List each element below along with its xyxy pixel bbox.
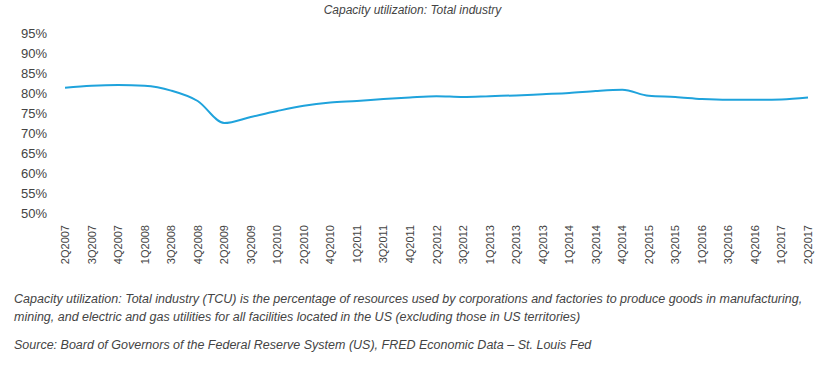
svg-text:2Q2015: 2Q2015 — [643, 225, 655, 264]
svg-text:2Q2010: 2Q2010 — [298, 225, 310, 264]
svg-text:55%: 55% — [21, 186, 47, 201]
html-text:Capacity utilization: Total in: Capacity utilization: Total industry (TC… — [14, 292, 803, 324]
svg-text:4Q2007: 4Q2007 — [112, 225, 124, 264]
svg-text:1Q2017: 1Q2017 — [775, 225, 787, 264]
svg-text:2Q2017: 2Q2017 — [802, 225, 814, 264]
svg-text:3Q2009: 3Q2009 — [245, 225, 257, 264]
svg-text:65%: 65% — [21, 146, 47, 161]
svg-text:2Q2013: 2Q2013 — [510, 225, 522, 264]
html-text:Source: Board of Governors of: Source: Board of Governors of the Federa… — [14, 338, 592, 352]
svg-text:4Q2014: 4Q2014 — [616, 225, 628, 264]
svg-text:75%: 75% — [21, 106, 47, 121]
svg-text:2Q2007: 2Q2007 — [59, 225, 71, 264]
svg-text:90%: 90% — [21, 46, 47, 61]
svg-text:60%: 60% — [21, 166, 47, 181]
svg-text:3Q2016: 3Q2016 — [722, 225, 734, 264]
svg-text:1Q2011: 1Q2011 — [351, 225, 363, 263]
svg-text:3Q2011: 3Q2011 — [377, 225, 389, 263]
svg-text:70%: 70% — [21, 126, 47, 141]
svg-text:4Q2016: 4Q2016 — [749, 225, 761, 264]
svg-text:3Q2012: 3Q2012 — [457, 225, 469, 264]
svg-text:4Q2013: 4Q2013 — [537, 225, 549, 264]
svg-text:4Q2010: 4Q2010 — [324, 225, 336, 264]
svg-text:80%: 80% — [21, 86, 47, 101]
svg-text:1Q2014: 1Q2014 — [563, 225, 575, 264]
svg-text:1Q2010: 1Q2010 — [271, 225, 283, 264]
svg-text:4Q2008: 4Q2008 — [192, 225, 204, 264]
svg-text:2Q2012: 2Q2012 — [431, 225, 443, 264]
svg-text:95%: 95% — [21, 26, 47, 41]
svg-text:3Q2014: 3Q2014 — [590, 225, 602, 264]
svg-text:50%: 50% — [21, 206, 47, 221]
svg-text:3Q2015: 3Q2015 — [669, 225, 681, 264]
svg-text:1Q2013: 1Q2013 — [484, 225, 496, 264]
svg-text:3Q2008: 3Q2008 — [165, 225, 177, 264]
svg-text:2Q2009: 2Q2009 — [218, 225, 230, 264]
html-text:Capacity utilization: Total in: Capacity utilization: Total industry — [323, 3, 502, 17]
svg-text:3Q2007: 3Q2007 — [86, 225, 98, 264]
svg-text:4Q2011: 4Q2011 — [404, 225, 416, 263]
svg-text:1Q2016: 1Q2016 — [696, 225, 708, 264]
svg-text:85%: 85% — [21, 66, 47, 81]
svg-text:1Q2008: 1Q2008 — [139, 225, 151, 264]
